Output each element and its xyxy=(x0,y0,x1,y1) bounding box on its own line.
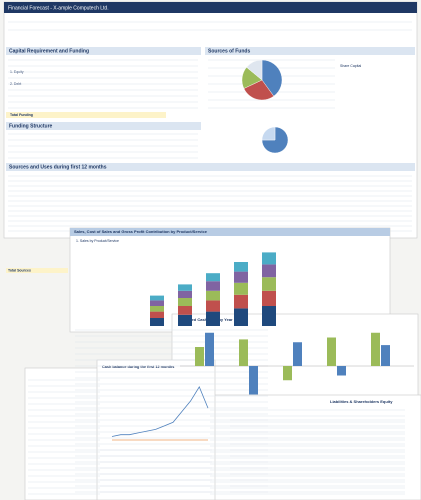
section-title: Sources and Uses during first 12 months xyxy=(9,164,107,170)
bar-segment xyxy=(150,318,164,326)
line-series xyxy=(111,385,209,437)
bar-segment xyxy=(150,311,164,318)
chart-title: Cash balance during the first 12 months xyxy=(102,365,174,369)
bar-segment xyxy=(262,277,276,291)
bar-segment xyxy=(234,262,248,272)
bar-segment xyxy=(262,290,276,306)
legend-entry: Share Capital xyxy=(340,64,361,68)
pie-slice xyxy=(246,59,263,81)
section-header xyxy=(6,163,415,171)
bar-segment xyxy=(178,306,192,315)
bar-segment xyxy=(150,306,164,312)
bar xyxy=(371,332,380,366)
chart-title: Projected Cash Flow by Year xyxy=(178,317,233,322)
section-header xyxy=(6,47,201,55)
bar xyxy=(195,347,204,366)
bar-segment xyxy=(234,282,248,295)
bar-segment xyxy=(234,294,248,309)
cash-balance-sheet xyxy=(96,359,216,500)
title-bar xyxy=(4,2,417,13)
section-header xyxy=(6,122,201,130)
title: Financial Forecast - X-ample Computech L… xyxy=(8,5,109,11)
bar xyxy=(249,366,258,395)
bar-segment xyxy=(150,295,164,301)
section-title: Funding Structure xyxy=(9,123,53,129)
bar-segment xyxy=(206,281,220,291)
bar-segment xyxy=(150,300,164,306)
sheet-title: Liabilities & Shareholders Equity xyxy=(330,399,393,404)
chart-subtitle: 1. Sales by Product/Service xyxy=(76,239,119,243)
section-header xyxy=(205,47,415,55)
bar-segment xyxy=(234,308,248,326)
bar-segment xyxy=(206,273,220,282)
bar-segment xyxy=(206,311,220,326)
pie-slice xyxy=(261,126,276,141)
bar-segment xyxy=(178,290,192,298)
bar xyxy=(239,339,248,366)
bar-segment xyxy=(234,271,248,283)
chart-title: Sales, Cost of Sales and Gross Profit Co… xyxy=(74,229,208,234)
bar-segment xyxy=(178,298,192,306)
pie-slice xyxy=(261,59,283,97)
total-row xyxy=(6,112,166,118)
bar xyxy=(381,345,390,366)
bar-segment xyxy=(178,314,192,326)
sheet-header xyxy=(70,228,390,236)
bar-segment xyxy=(262,264,276,278)
total-row xyxy=(6,268,68,273)
section-title: Sources of Funds xyxy=(208,48,250,54)
bar-segment xyxy=(178,284,192,291)
pie-slice xyxy=(243,79,275,101)
bar xyxy=(337,366,346,376)
bar xyxy=(293,342,302,366)
table-rules xyxy=(8,59,412,232)
bar-segment xyxy=(262,252,276,265)
bar-segment xyxy=(206,290,220,301)
balance-sheet xyxy=(199,394,421,500)
row-label: Total Funding xyxy=(10,113,33,117)
main-sheet xyxy=(3,1,418,239)
row-label: Total Sources xyxy=(8,268,31,272)
bar-segment xyxy=(262,306,276,326)
bar xyxy=(283,366,292,381)
bar xyxy=(327,337,336,366)
info-rows xyxy=(8,21,412,31)
bar xyxy=(205,332,214,366)
section-title: Capital Requirement and Funding xyxy=(9,48,89,54)
bar-segment xyxy=(206,300,220,312)
